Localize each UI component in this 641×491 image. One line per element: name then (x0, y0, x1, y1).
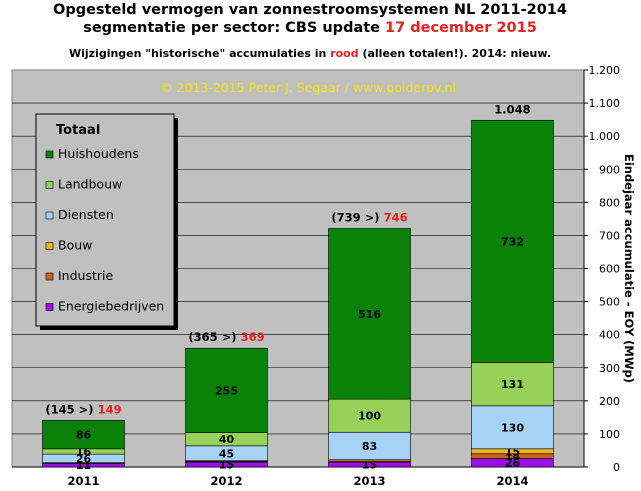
data-label: 131 (501, 378, 524, 391)
data-label: 26 (505, 457, 521, 470)
total-new: 149 (98, 402, 122, 416)
legend-box (35, 113, 175, 327)
x-tick-label: 2012 (210, 474, 242, 488)
total-old: (145 >) (45, 402, 97, 416)
y-tick-label: 1.200 (589, 64, 621, 77)
data-label: 40 (219, 433, 235, 446)
bar-segment-diensten (328, 431, 411, 461)
copyright-text: © 2013-2015 Peter J. Segaar / www.polder… (160, 80, 456, 95)
y-tick-label: 1.100 (589, 97, 621, 110)
legend-swatch (45, 272, 54, 281)
data-label: 100 (358, 410, 381, 423)
data-label: 516 (358, 308, 381, 321)
bar-segment-landbouw (328, 398, 411, 433)
data-label: 26 (76, 452, 92, 465)
y-tick-label: 300 (599, 362, 620, 375)
subtitle-highlight: rood (330, 47, 359, 60)
y-axis-title: Eindejaar accumulatie - EOY (MWp) (622, 154, 636, 383)
y-tick-label: 100 (599, 428, 620, 441)
data-label: 45 (219, 447, 234, 460)
y-tick-label: 0 (613, 461, 620, 474)
total-old: (365 >) (188, 330, 240, 344)
legend-label: Diensten (58, 207, 114, 222)
x-tick-label: 2011 (67, 474, 99, 488)
x-tick-label: 2014 (496, 474, 528, 488)
subtitle-prefix: Wijzigingen "historische" accumulaties i… (68, 47, 331, 60)
legend-label: Huishoudens (58, 146, 139, 161)
total-label: (365 >) 369 (188, 330, 264, 344)
bar-segment-diensten (471, 405, 554, 450)
legend-swatch (45, 150, 54, 159)
legend-swatch (45, 211, 54, 220)
y-tick-label: 600 (599, 263, 620, 276)
legend-title: Totaal (56, 123, 100, 138)
x-tick-label: 2013 (353, 474, 385, 488)
total-new: 746 (384, 210, 408, 224)
legend-swatch (45, 303, 54, 311)
total-new: 369 (241, 330, 265, 344)
y-tick-label: 800 (599, 196, 620, 209)
total-old: (739 >) (331, 210, 383, 224)
update-date: 17 december 2015 (385, 20, 537, 36)
legend-label: Industrie (58, 268, 113, 283)
y-tick-label: 400 (599, 329, 620, 342)
data-label: 732 (501, 235, 524, 248)
y-tick-label: 900 (599, 163, 620, 176)
title-line2-prefix: segmentatie per sector: CBS update (83, 20, 386, 36)
total-label: 1.048 (494, 102, 530, 116)
chart-title: Opgesteld vermogen van zonnestroomsystem… (53, 2, 567, 18)
data-label: 86 (76, 429, 92, 442)
legend-label: Bouw (58, 238, 92, 253)
chart-title-line2: segmentatie per sector: CBS update 17 de… (0, 20, 620, 36)
subtitle-suffix: (alleen totalen!). 2014: nieuw. (358, 47, 552, 60)
legend-swatch (45, 181, 54, 189)
y-tick-label: 200 (599, 395, 620, 408)
total-new: 1.048 (494, 102, 530, 116)
data-label: 130 (501, 421, 524, 434)
bar-segment-huishoudens (328, 228, 411, 400)
total-label: (739 >) 746 (331, 210, 407, 224)
bar-segment-huishoudens (471, 119, 554, 363)
data-label: 255 (215, 384, 238, 397)
legend-swatch (45, 242, 54, 250)
bar-segment-landbouw (471, 362, 554, 407)
y-tick-label: 700 (599, 229, 620, 242)
chart-subtitle: Wijzigingen "historische" accumulaties i… (0, 47, 620, 60)
legend-label: Energiebedrijven (58, 299, 164, 314)
data-label: 83 (362, 440, 377, 453)
y-tick-label: 500 (599, 296, 620, 309)
bar-segment-huishoudens (185, 347, 268, 433)
y-tick-label: 1.000 (589, 130, 621, 143)
bar-segment-huishoudens (42, 420, 125, 450)
total-label: (145 >) 149 (45, 402, 121, 416)
legend-label: Landbouw (58, 177, 122, 192)
